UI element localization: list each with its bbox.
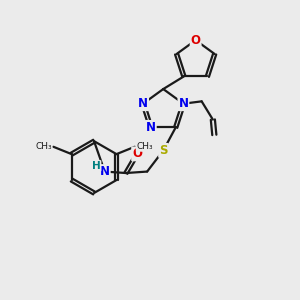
Text: O: O <box>190 34 201 47</box>
Text: O: O <box>132 147 142 161</box>
Text: N: N <box>178 97 188 110</box>
Text: N: N <box>100 165 110 178</box>
Text: CH₃: CH₃ <box>136 142 153 151</box>
Text: N: N <box>146 121 156 134</box>
Text: N: N <box>138 97 148 110</box>
Text: CH₃: CH₃ <box>35 142 52 151</box>
Text: H: H <box>92 161 101 171</box>
Text: S: S <box>159 144 168 157</box>
